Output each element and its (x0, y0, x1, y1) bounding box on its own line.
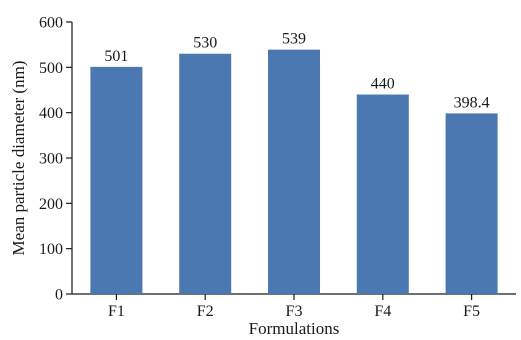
y-tick-label: 600 (39, 15, 63, 32)
data-label: 539 (282, 31, 306, 48)
x-tick-label: F1 (108, 303, 125, 320)
x-axis-title: Formulations (249, 319, 340, 338)
y-tick-label: 100 (39, 241, 63, 258)
x-tick-label: F3 (286, 303, 303, 320)
bar (356, 94, 409, 295)
bar (445, 113, 498, 294)
x-tick-label: F2 (197, 303, 214, 320)
y-tick-label: 500 (39, 60, 63, 77)
data-label: 398.4 (454, 94, 490, 111)
x-tick-label: F4 (374, 303, 391, 320)
data-label: 530 (193, 35, 217, 52)
bar (90, 66, 143, 294)
y-tick-label: 300 (39, 151, 63, 168)
y-tick-label: 0 (55, 287, 63, 304)
plot-area: 0 100 200 300 400 500 600 F1 501 F2 530 F3 539 F4 440 F… (39, 15, 516, 320)
bar (268, 49, 320, 294)
bar (179, 53, 232, 294)
data-label: 501 (104, 48, 128, 65)
data-label: 440 (371, 76, 395, 93)
y-tick-label: 400 (39, 105, 63, 122)
y-axis-title: Mean particle diameter (nm) (9, 61, 28, 256)
y-tick-label: 200 (39, 196, 63, 213)
x-tick-label: F5 (463, 303, 480, 320)
